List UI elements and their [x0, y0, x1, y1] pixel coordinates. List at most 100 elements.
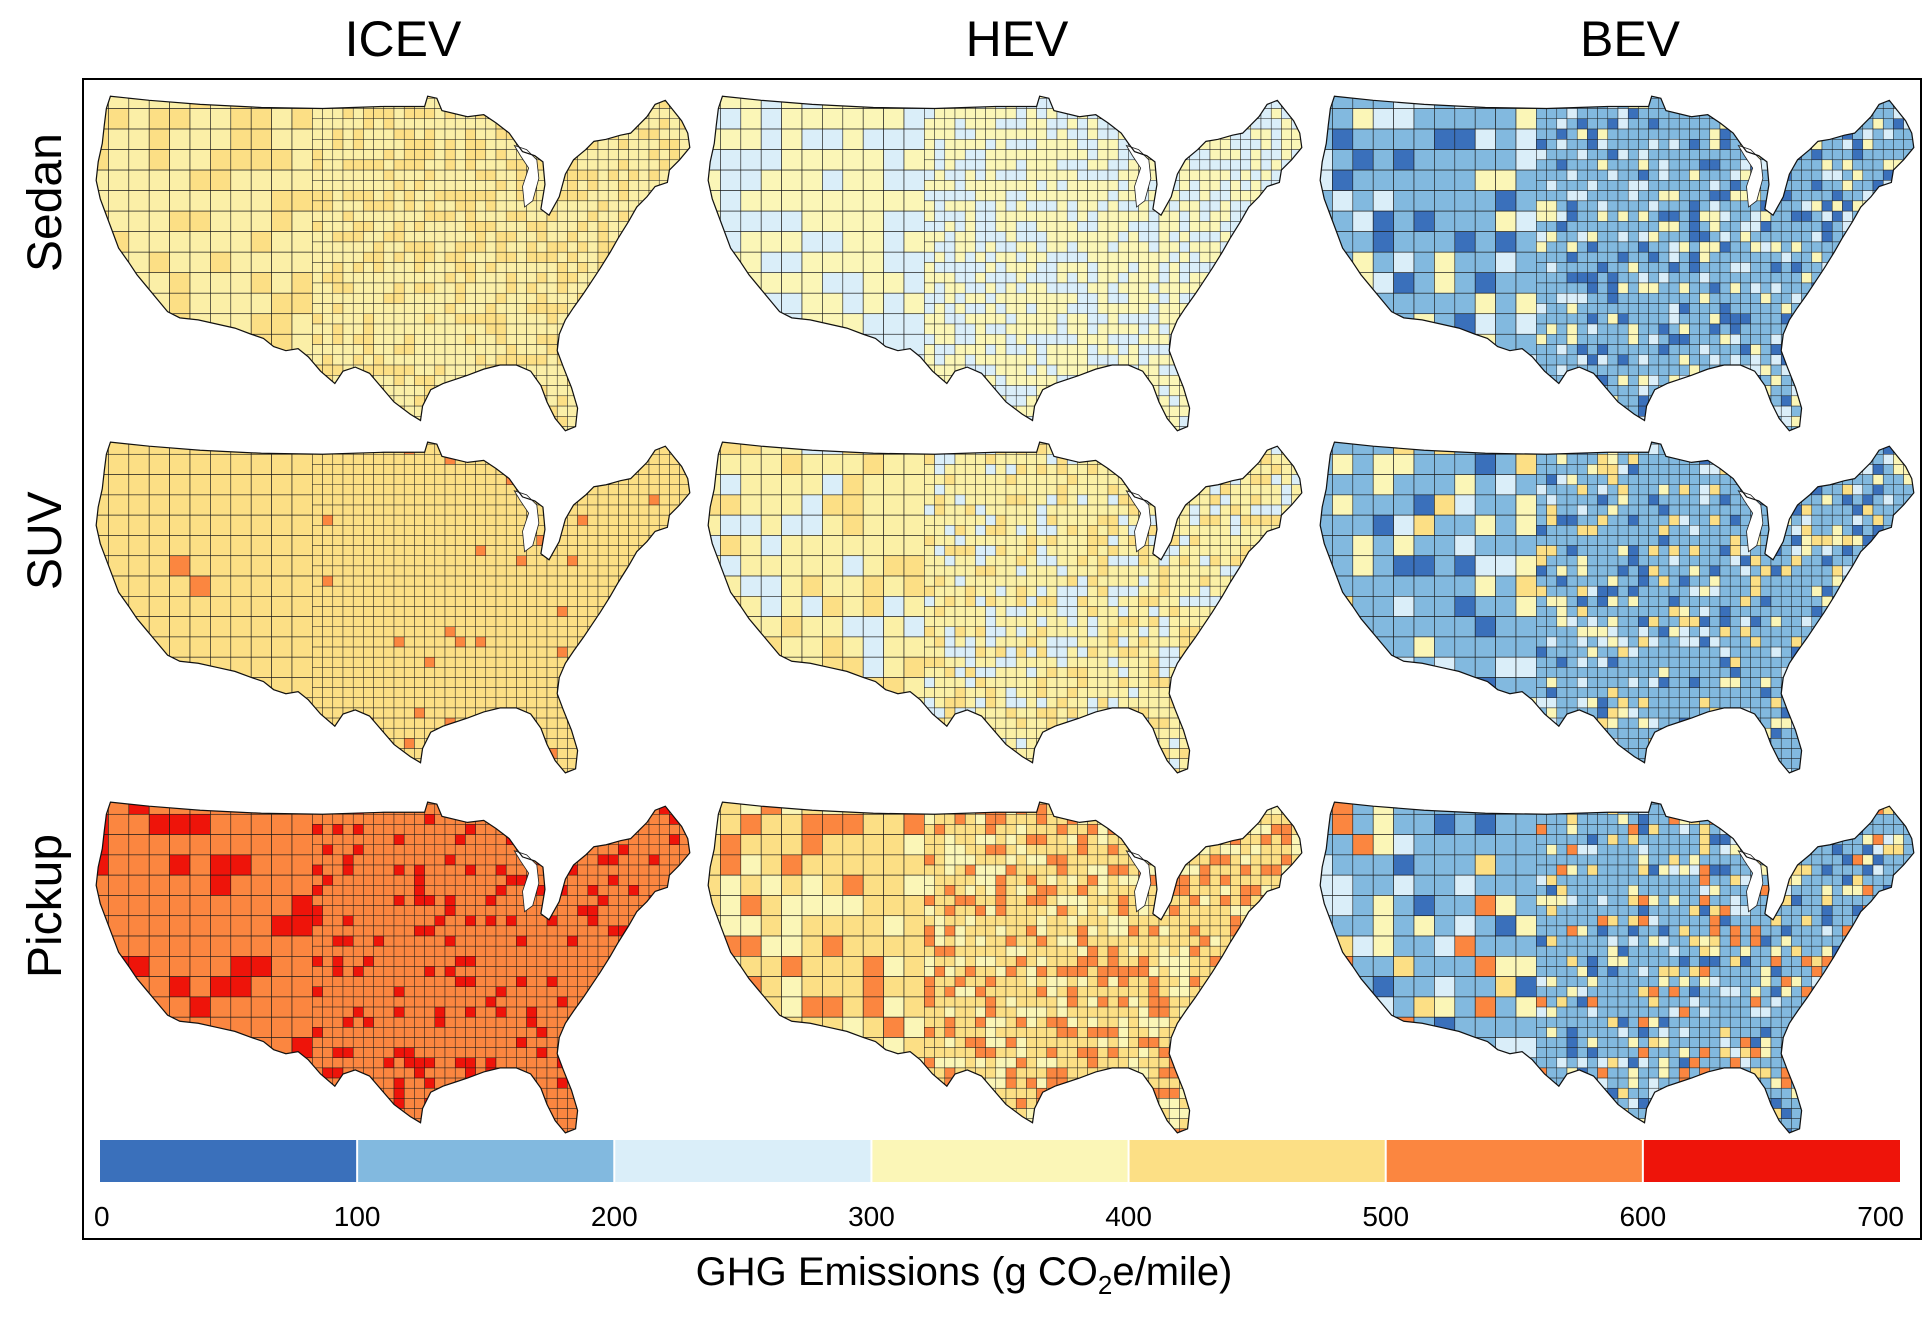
county-cell: [1699, 385, 1711, 397]
county-cell: [883, 333, 905, 356]
county-cell: [414, 474, 425, 485]
county-cell: [495, 426, 507, 431]
county-cell: [1913, 375, 1914, 386]
county-cell: [567, 484, 578, 496]
county-cell: [648, 303, 660, 314]
county-cell: [607, 108, 619, 120]
county-cell: [546, 334, 558, 345]
county-cell: [1393, 128, 1415, 150]
county-cell: [505, 442, 517, 445]
county-cell: [1066, 395, 1078, 407]
county-cell: [924, 282, 935, 294]
county-cell: [1842, 159, 1853, 171]
county-cell: [1566, 210, 1578, 222]
county-cell: [597, 464, 609, 475]
county-cell: [169, 292, 191, 315]
county-cell: [1281, 313, 1292, 325]
county-cell: [1801, 405, 1813, 417]
county-cell: [995, 190, 1007, 202]
county-cell: [1842, 282, 1853, 294]
county-cell: [454, 169, 466, 181]
county-cell: [1301, 251, 1302, 263]
county-cell: [1199, 118, 1211, 130]
county-cell: [1709, 169, 1721, 181]
county-cell: [536, 323, 548, 335]
county-cell: [403, 128, 415, 140]
county-cell: [363, 262, 374, 273]
county-cell: [312, 416, 323, 427]
county-cell: [1617, 334, 1629, 345]
county-cell: [1862, 241, 1874, 253]
county-cell: [373, 474, 385, 485]
county-cell: [546, 118, 558, 130]
county-cell: [883, 292, 905, 315]
county-cell: [1179, 262, 1190, 273]
county-cell: [393, 272, 405, 284]
county-cell: [975, 385, 986, 397]
county-cell: [1046, 190, 1058, 202]
county-cell: [1862, 313, 1874, 325]
county-cell: [1352, 292, 1374, 315]
county-cell: [322, 354, 334, 366]
county-cell: [465, 149, 476, 161]
county-cell: [96, 96, 109, 109]
county-cell: [597, 241, 609, 253]
county-cell: [1903, 426, 1914, 431]
county-cell: [210, 374, 232, 397]
county-cell: [1811, 241, 1823, 253]
county-cell: [618, 272, 629, 284]
county-cell: [1791, 128, 1802, 140]
county-cell: [230, 108, 252, 130]
county-cell: [975, 200, 986, 212]
county-cell: [995, 118, 1007, 130]
county-cell: [1219, 334, 1231, 345]
county-cell: [1780, 139, 1792, 150]
county-cell: [1546, 303, 1558, 314]
county-cell: [414, 375, 425, 386]
county-cell: [1872, 128, 1884, 140]
county-cell: [352, 221, 364, 232]
county-cell: [424, 484, 436, 496]
county-cell: [1056, 292, 1068, 304]
county-cell: [679, 504, 690, 516]
county-cell: [587, 395, 599, 407]
county-cell: [424, 375, 436, 386]
county-cell: [1138, 303, 1150, 314]
county-cell: [475, 118, 487, 130]
county-cell: [1301, 210, 1302, 222]
county-cell: [1658, 231, 1670, 243]
county-cell: [587, 169, 599, 181]
county-cell: [108, 535, 130, 557]
county-cell: [964, 395, 976, 407]
county-cell: [424, 231, 436, 243]
county-cell: [1199, 292, 1211, 304]
county-cell: [648, 454, 660, 465]
county-cell: [1189, 375, 1201, 386]
county-cell: [271, 474, 293, 496]
county-cell: [403, 292, 415, 304]
county-cell: [465, 282, 476, 294]
county-cell: [1128, 231, 1139, 243]
county-cell: [332, 108, 344, 120]
county-cell: [618, 98, 629, 109]
county-cell: [618, 426, 629, 431]
county-cell: [546, 364, 558, 376]
county-cell: [1138, 231, 1150, 243]
county-cell: [485, 282, 497, 294]
county-cell: [1332, 292, 1354, 315]
county-cell: [1230, 272, 1241, 284]
county-cell: [1801, 395, 1813, 407]
county-cell: [1831, 96, 1843, 99]
county-cell: [669, 494, 680, 506]
county-cell: [352, 292, 364, 304]
county-cell: [1719, 149, 1731, 161]
county-cell: [628, 190, 640, 202]
county-cell: [1026, 128, 1037, 140]
county-cell: [556, 474, 568, 485]
county-cell: [1005, 221, 1017, 232]
county-cell: [1852, 385, 1864, 397]
county-cell: [1576, 210, 1588, 222]
county-cell: [607, 334, 619, 345]
county-cell: [1760, 344, 1772, 356]
county-cell: [393, 159, 405, 171]
